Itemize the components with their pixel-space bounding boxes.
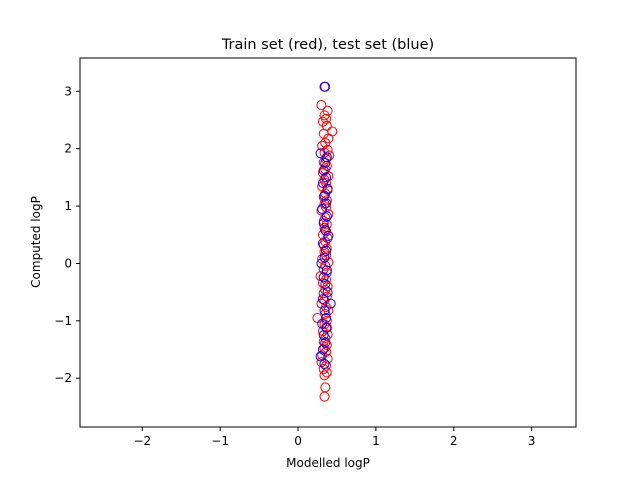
train-point: [320, 382, 331, 393]
train-point: [321, 154, 332, 165]
y-tick-label: −1: [54, 314, 72, 328]
x-tick-label: 0: [294, 434, 302, 448]
test-point: [321, 211, 332, 222]
test-point: [320, 225, 331, 236]
test-point: [317, 294, 328, 305]
test-point: [321, 265, 332, 276]
train-point: [327, 126, 338, 137]
x-tick-label: 2: [450, 434, 458, 448]
x-axis-label: Modelled logP: [286, 456, 370, 470]
x-tick-label: 1: [372, 434, 380, 448]
test-point: [317, 344, 328, 355]
train-point: [321, 250, 332, 261]
test-point: [318, 272, 329, 283]
train-point: [318, 240, 329, 251]
test-point: [319, 81, 330, 92]
test-point: [321, 245, 332, 256]
train-point: [318, 364, 329, 375]
test-point: [319, 190, 330, 201]
train-point: [321, 360, 332, 371]
test-point: [321, 152, 332, 163]
test-point: [321, 172, 332, 183]
train-point: [318, 336, 329, 347]
y-axis: −2 −1 0 1 2 3: [54, 84, 80, 385]
x-tick-label: 3: [528, 434, 536, 448]
chart-title: Train set (red), test set (blue): [221, 37, 434, 53]
train-point: [320, 81, 331, 92]
train-point: [318, 191, 329, 202]
train-point: [320, 164, 331, 175]
y-tick-label: −2: [54, 371, 72, 385]
test-point: [323, 230, 334, 241]
test-point: [320, 337, 331, 348]
train-point: [319, 370, 330, 381]
test-point: [319, 252, 330, 263]
test-point: [318, 218, 329, 229]
test-point: [317, 203, 328, 214]
test-point: [319, 358, 330, 369]
test-point: [316, 258, 327, 269]
test-point: [325, 298, 336, 309]
test-point: [322, 183, 333, 194]
train-point: [322, 353, 333, 364]
test-point: [320, 158, 331, 169]
x-tick-label: −2: [133, 434, 151, 448]
train-point: [319, 391, 330, 402]
test-point: [319, 305, 330, 316]
y-tick-label: 3: [64, 84, 72, 98]
train-point: [316, 100, 327, 111]
train-point: [320, 308, 331, 319]
test-point: [322, 287, 333, 298]
y-tick-label: 0: [64, 256, 72, 270]
plot-frame: [79, 57, 577, 428]
train-point: [321, 113, 332, 124]
x-axis: −2 −1 0 1 2 3: [133, 427, 535, 448]
test-point: [318, 165, 329, 176]
y-tick-label: 1: [64, 199, 72, 213]
train-point: [323, 305, 334, 316]
y-axis-label: Computed logP: [29, 196, 43, 288]
train-point: [320, 137, 331, 148]
train-point: [321, 178, 332, 189]
x-tick-label: −1: [211, 434, 229, 448]
y-tick-label: 2: [64, 142, 72, 156]
test-point: [318, 330, 329, 341]
train-point: [317, 181, 328, 192]
train-point: [323, 209, 334, 220]
train-point: [317, 253, 328, 264]
points-layer: [312, 81, 338, 402]
